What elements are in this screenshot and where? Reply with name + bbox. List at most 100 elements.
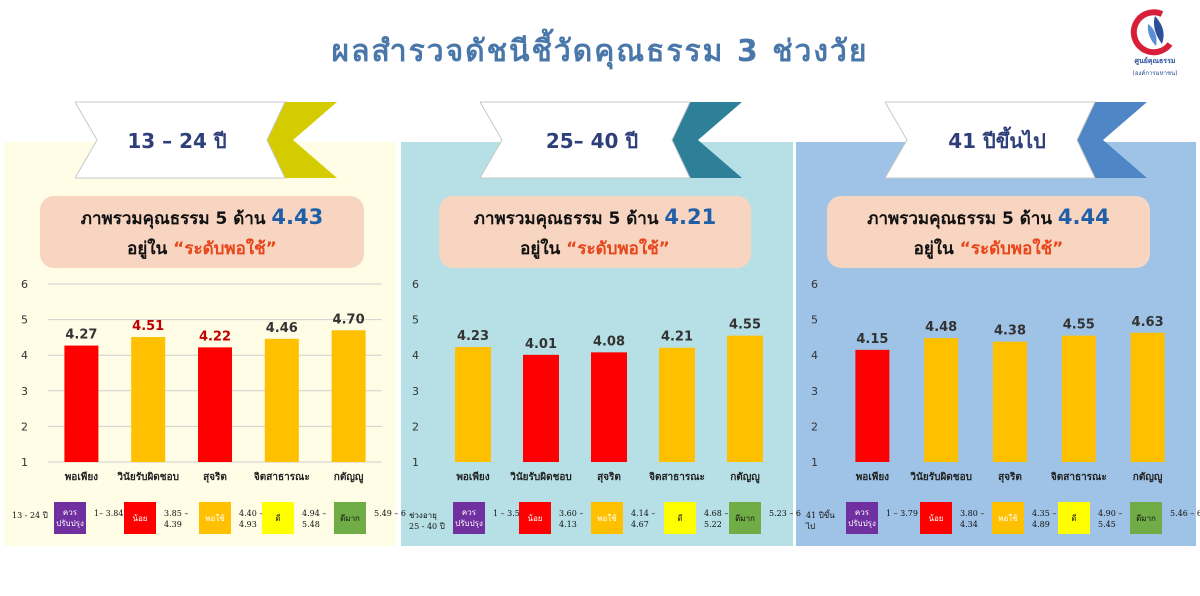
bar-value-label: 4.38 xyxy=(994,324,1026,339)
legend-range: 4.90 – 5.45 xyxy=(1098,509,1123,529)
summary-line2-prefix: อยู่ใน xyxy=(913,239,954,259)
bar-value-label: 4.55 xyxy=(729,318,761,333)
legend-group-label: ช่วงอายุ 25 - 40 ปี xyxy=(409,511,445,531)
summary-level: “ระดับพอใช้” xyxy=(566,239,670,259)
bar-value-label: 4.27 xyxy=(65,328,97,343)
age-banner-25-40: 25– 40 ปี xyxy=(480,101,742,179)
legend-swatch: น้อย xyxy=(920,502,952,534)
legend-swatch: ดีมาก xyxy=(1130,502,1162,534)
legend-swatch: ดีมาก xyxy=(334,502,366,534)
legend-swatch: น้อย xyxy=(519,502,551,534)
age-label: 41 ปีขึ้นไป xyxy=(948,126,1046,153)
x-category-label: สุจริต xyxy=(998,471,1022,483)
y-tick-label: 3 xyxy=(811,385,818,398)
y-tick-label: 5 xyxy=(21,314,28,327)
y-tick-label: 2 xyxy=(21,420,28,433)
banner-ribbon xyxy=(885,101,1096,179)
legend-41-plus: 41 ปีขึ้นไป ควร ปรับปรุง 1 – 3.79 น้อย 3.80 … xyxy=(796,500,1200,540)
x-category-label: กตัญญู xyxy=(1133,471,1163,484)
bar-chart-41-plus: 1 2 3 4 5 6 4.15 พอเพียง 4.48 วินัยรับผิดชอบ 4.38 ส… xyxy=(811,278,1165,484)
y-tick-label: 1 xyxy=(21,456,28,469)
bar-value-label: 4.70 xyxy=(333,312,365,327)
legend-swatch: ดี xyxy=(664,502,696,534)
summary-prefix: ภาพรวมคุณธรรม 5 ด้าน xyxy=(80,209,266,229)
summary-line2-prefix: อยู่ใน xyxy=(127,239,168,259)
summary-prefix: ภาพรวมคุณธรรม 5 ด้าน xyxy=(867,209,1052,229)
y-tick-label: 4 xyxy=(21,349,28,362)
bar-value-label: 4.01 xyxy=(525,337,557,352)
y-tick-label: 5 xyxy=(811,314,818,327)
banner-ribbon xyxy=(75,101,286,179)
x-category-label: พอเพียง xyxy=(456,471,489,483)
bar-value-label: 4.55 xyxy=(1063,318,1095,333)
logo-subtext: (องค์การมหาชน) xyxy=(1132,70,1178,77)
age-label: 25– 40 ปี xyxy=(546,129,638,153)
logo-text: ศูนย์คุณธรรม xyxy=(1134,57,1176,65)
bar xyxy=(993,341,1027,462)
bar-value-label: 4.51 xyxy=(132,319,164,334)
bar xyxy=(198,347,232,462)
x-category-label: จิตสาธารณะ xyxy=(1051,471,1107,483)
summary-level: “ระดับพอใช้” xyxy=(959,239,1064,259)
x-category-label: วินัยรับผิดชอบ xyxy=(510,471,572,483)
bar-value-label: 4.08 xyxy=(593,334,625,349)
legend-range: 3.85 – 4.39 xyxy=(164,509,189,529)
y-tick-label: 1 xyxy=(811,456,818,469)
y-tick-label: 6 xyxy=(412,278,419,291)
page-title: ผลสำรวจดัชนีชี้วัดคุณธรรม 3 ช่วงวัย xyxy=(331,34,869,69)
legend-swatch: ดี xyxy=(262,502,294,534)
legend-swatch: น้อย xyxy=(124,502,156,534)
legend-range: 4.14 – 4.67 xyxy=(631,509,656,529)
bar xyxy=(131,337,166,462)
y-tick-label: 6 xyxy=(21,278,28,291)
bar-chart-25-40: 1 2 3 4 5 6 4.23 พอเพียง 4.01 วินัยรับผิดชอบ 4.08 ส… xyxy=(412,278,763,484)
summary-box-13-24: ภาพรวมคุณธรรม 5 ด้าน 4.43 อยู่ใน “ระดับพ… xyxy=(40,196,364,268)
banner-ribbon xyxy=(480,101,691,179)
legend-swatch: ควร ปรับปรุง xyxy=(453,502,485,534)
bar-value-label: 4.23 xyxy=(457,329,489,344)
bar-value-label: 4.46 xyxy=(266,321,298,336)
y-tick-label: 6 xyxy=(811,278,818,291)
bar xyxy=(591,352,627,462)
x-category-label: กตัญญู xyxy=(730,471,760,484)
bar xyxy=(1130,332,1165,462)
legend-range: 4.35 – 4.89 xyxy=(1032,509,1057,529)
bar-value-label: 4.21 xyxy=(661,330,693,345)
x-category-label: จิตสาธารณะ xyxy=(649,471,705,483)
legend-range: 3.80 – 4.34 xyxy=(960,509,985,529)
age-banner-41-plus: 41 ปีขึ้นไป xyxy=(885,101,1147,179)
summary-value: 4.21 xyxy=(664,205,717,229)
x-category-label: พอเพียง xyxy=(65,471,98,483)
x-category-label: จิตสาธารณะ xyxy=(254,471,310,483)
y-tick-label: 2 xyxy=(412,420,419,433)
bar-value-label: 4.22 xyxy=(199,329,231,344)
x-category-label: วินัยรับผิดชอบ xyxy=(117,471,179,483)
x-category-label: กตัญญู xyxy=(334,471,364,484)
legend-swatch: พอใช้ xyxy=(591,502,623,534)
bar xyxy=(331,330,366,462)
x-category-label: สุจริต xyxy=(597,471,621,483)
legend-range: 3.60 – 4.13 xyxy=(559,509,584,529)
legend-range: 5.23 – 6 xyxy=(769,509,801,518)
x-category-label: สุจริต xyxy=(203,471,227,483)
summary-prefix: ภาพรวมคุณธรรม 5 ด้าน xyxy=(473,209,659,229)
legend-group-label: 13 - 24 ปี xyxy=(12,511,48,520)
bar xyxy=(727,335,763,462)
age-banner-13-24: 13 – 24 ปี xyxy=(75,101,337,179)
legend-swatch: ควร ปรับปรุง xyxy=(54,502,86,534)
legend-swatch: ดีมาก xyxy=(729,502,761,534)
bar xyxy=(855,349,890,462)
y-tick-label: 1 xyxy=(412,456,419,469)
legend-range: 4.94 – 5.48 xyxy=(302,509,327,529)
legend-range: 5.46 – 6 xyxy=(1170,509,1200,518)
legend-swatch: พอใช้ xyxy=(199,502,231,534)
bar xyxy=(523,354,559,462)
bar xyxy=(264,338,299,462)
bar xyxy=(455,347,491,462)
legend-range: 1 – 3.59 xyxy=(493,509,525,518)
legend-13-24: 13 - 24 ปี ควร ปรับปรุง 1– 3.84 น้อย 3.85 – … xyxy=(4,500,406,540)
bar-value-label: 4.63 xyxy=(1132,315,1164,330)
x-category-label: พอเพียง xyxy=(856,471,889,483)
logo: ศูนย์คุณธรรม (องค์การมหาชน) xyxy=(1118,6,1192,82)
bar xyxy=(64,345,99,462)
